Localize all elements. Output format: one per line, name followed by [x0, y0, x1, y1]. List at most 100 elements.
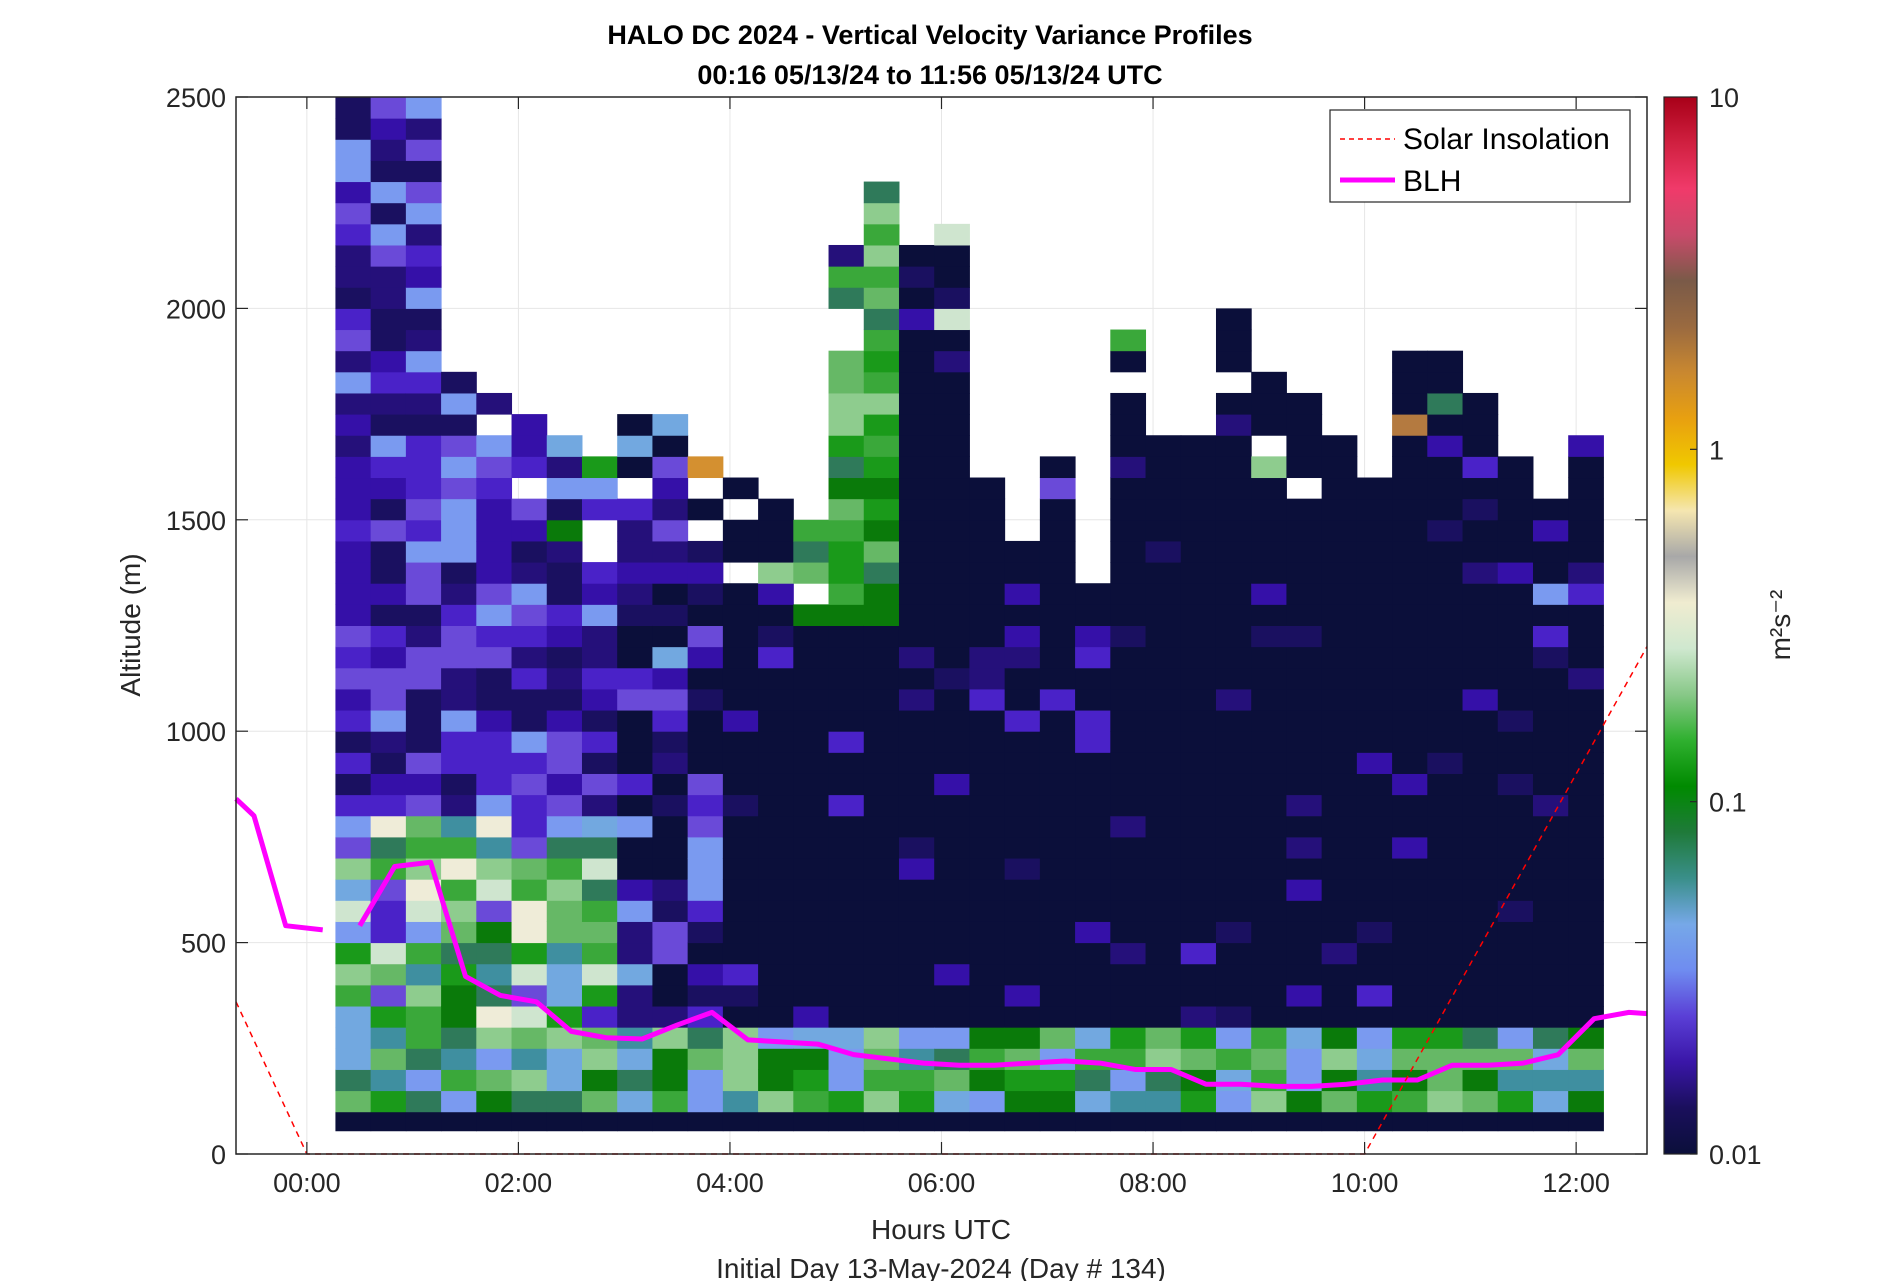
heatmap-cell — [828, 1069, 865, 1092]
heatmap-cell — [581, 604, 618, 626]
heatmap-cell — [1321, 921, 1358, 944]
heatmap-cell — [1004, 942, 1041, 965]
heatmap-cell — [1568, 836, 1604, 859]
heatmap-cell — [1427, 1069, 1464, 1092]
heatmap-cell — [1321, 435, 1358, 457]
heatmap-cell — [335, 223, 372, 246]
heatmap-cell — [1497, 667, 1534, 690]
heatmap-cell — [863, 435, 900, 457]
heatmap-cell — [1532, 731, 1569, 753]
heatmap-cell — [934, 1027, 970, 1049]
heatmap-cell — [1286, 858, 1323, 880]
heatmap-cell — [1462, 414, 1499, 436]
blh-line — [357, 859, 1648, 1089]
heatmap-cell — [335, 456, 372, 479]
heatmap-cell — [370, 688, 407, 711]
heatmap-cell — [1497, 731, 1534, 753]
heatmap-cell — [1110, 604, 1147, 626]
heatmap-cell — [1392, 477, 1428, 500]
heatmap-cell — [581, 1111, 618, 1132]
heatmap-cell — [1251, 836, 1287, 859]
heatmap-cell — [370, 266, 407, 288]
heatmap-cell — [405, 836, 442, 859]
heatmap-cell — [1497, 984, 1534, 1007]
heatmap-cell — [1251, 794, 1287, 817]
heatmap-cell — [405, 181, 442, 204]
heatmap-cell — [863, 1006, 900, 1028]
heatmap-cell — [335, 477, 372, 500]
heatmap-cell — [1532, 879, 1569, 901]
heatmap-cell — [546, 477, 583, 500]
heatmap-cell — [581, 1006, 618, 1028]
heatmap-cell — [370, 1069, 407, 1092]
heatmap-cell — [1215, 414, 1252, 436]
heatmap-cell — [1286, 900, 1323, 922]
heatmap-cell — [511, 1006, 548, 1028]
heatmap-cell — [1215, 731, 1252, 753]
heatmap-cell — [1532, 646, 1569, 669]
heatmap-cell — [828, 1111, 865, 1132]
heatmap-cell — [1145, 456, 1182, 479]
heatmap-cell — [1075, 921, 1111, 944]
heatmap-cell — [652, 1048, 689, 1070]
heatmap-cell — [1392, 625, 1428, 648]
heatmap-cell — [405, 731, 442, 753]
heatmap-cell — [1356, 731, 1393, 753]
heatmap-cell — [1251, 815, 1287, 838]
heatmap-cell — [1180, 773, 1217, 796]
heatmap-cell — [863, 604, 900, 626]
heatmap-cell — [1392, 879, 1428, 901]
heatmap-cell — [1075, 836, 1111, 859]
heatmap-cell — [617, 667, 653, 690]
heatmap-cell — [476, 392, 513, 415]
colorbar-gradient — [1663, 96, 1698, 1155]
heatmap-cell — [1392, 963, 1428, 986]
heatmap-cell — [617, 773, 653, 796]
heatmap-cell — [1251, 984, 1287, 1007]
heatmap-cell — [1110, 392, 1147, 415]
heatmap-cell — [793, 900, 830, 922]
heatmap-cell — [969, 942, 1006, 965]
heatmap-cell — [1356, 519, 1393, 542]
heatmap-cell — [546, 646, 583, 669]
heatmap-cell — [476, 583, 513, 605]
heatmap-cell — [1427, 540, 1464, 563]
heatmap-cell — [405, 984, 442, 1007]
heatmap-cell — [335, 900, 372, 922]
heatmap-cell — [581, 1069, 618, 1092]
heatmap-cell — [758, 688, 794, 711]
y-tick-label: 2500 — [166, 83, 226, 113]
heatmap-cell — [1286, 1048, 1323, 1070]
heatmap-cell — [934, 583, 970, 605]
heatmap-cell — [1215, 477, 1252, 500]
heatmap-cell — [934, 371, 970, 394]
heatmap-cell — [335, 710, 372, 732]
heatmap-cell — [441, 371, 477, 394]
heatmap-cell — [828, 287, 865, 309]
heatmap-cell — [722, 583, 759, 605]
heatmap-cell — [652, 710, 689, 732]
heatmap-cell — [863, 984, 900, 1007]
heatmap-cell — [511, 414, 548, 436]
heatmap-cell — [687, 456, 724, 479]
heatmap-cell — [1462, 1090, 1499, 1113]
heatmap-cell — [476, 794, 513, 817]
heatmap-cell — [969, 604, 1006, 626]
heatmap-cell — [934, 815, 970, 838]
heatmap-cell — [546, 900, 583, 922]
heatmap-cell — [1110, 583, 1147, 605]
heatmap-cell — [1462, 583, 1499, 605]
heatmap-cell — [828, 456, 865, 479]
heatmap-cell — [370, 752, 407, 774]
heatmap-cell — [1321, 1006, 1358, 1028]
heatmap-cell — [370, 731, 407, 753]
heatmap-cell — [1110, 710, 1147, 732]
heatmap-cell — [1251, 604, 1287, 626]
heatmap-cell — [687, 963, 724, 986]
heatmap-cell — [1004, 562, 1041, 584]
heatmap-cell — [1532, 1090, 1569, 1113]
heatmap-cell — [1392, 456, 1428, 479]
legend-blh-label: BLH — [1403, 165, 1461, 198]
heatmap-cell — [617, 731, 653, 753]
